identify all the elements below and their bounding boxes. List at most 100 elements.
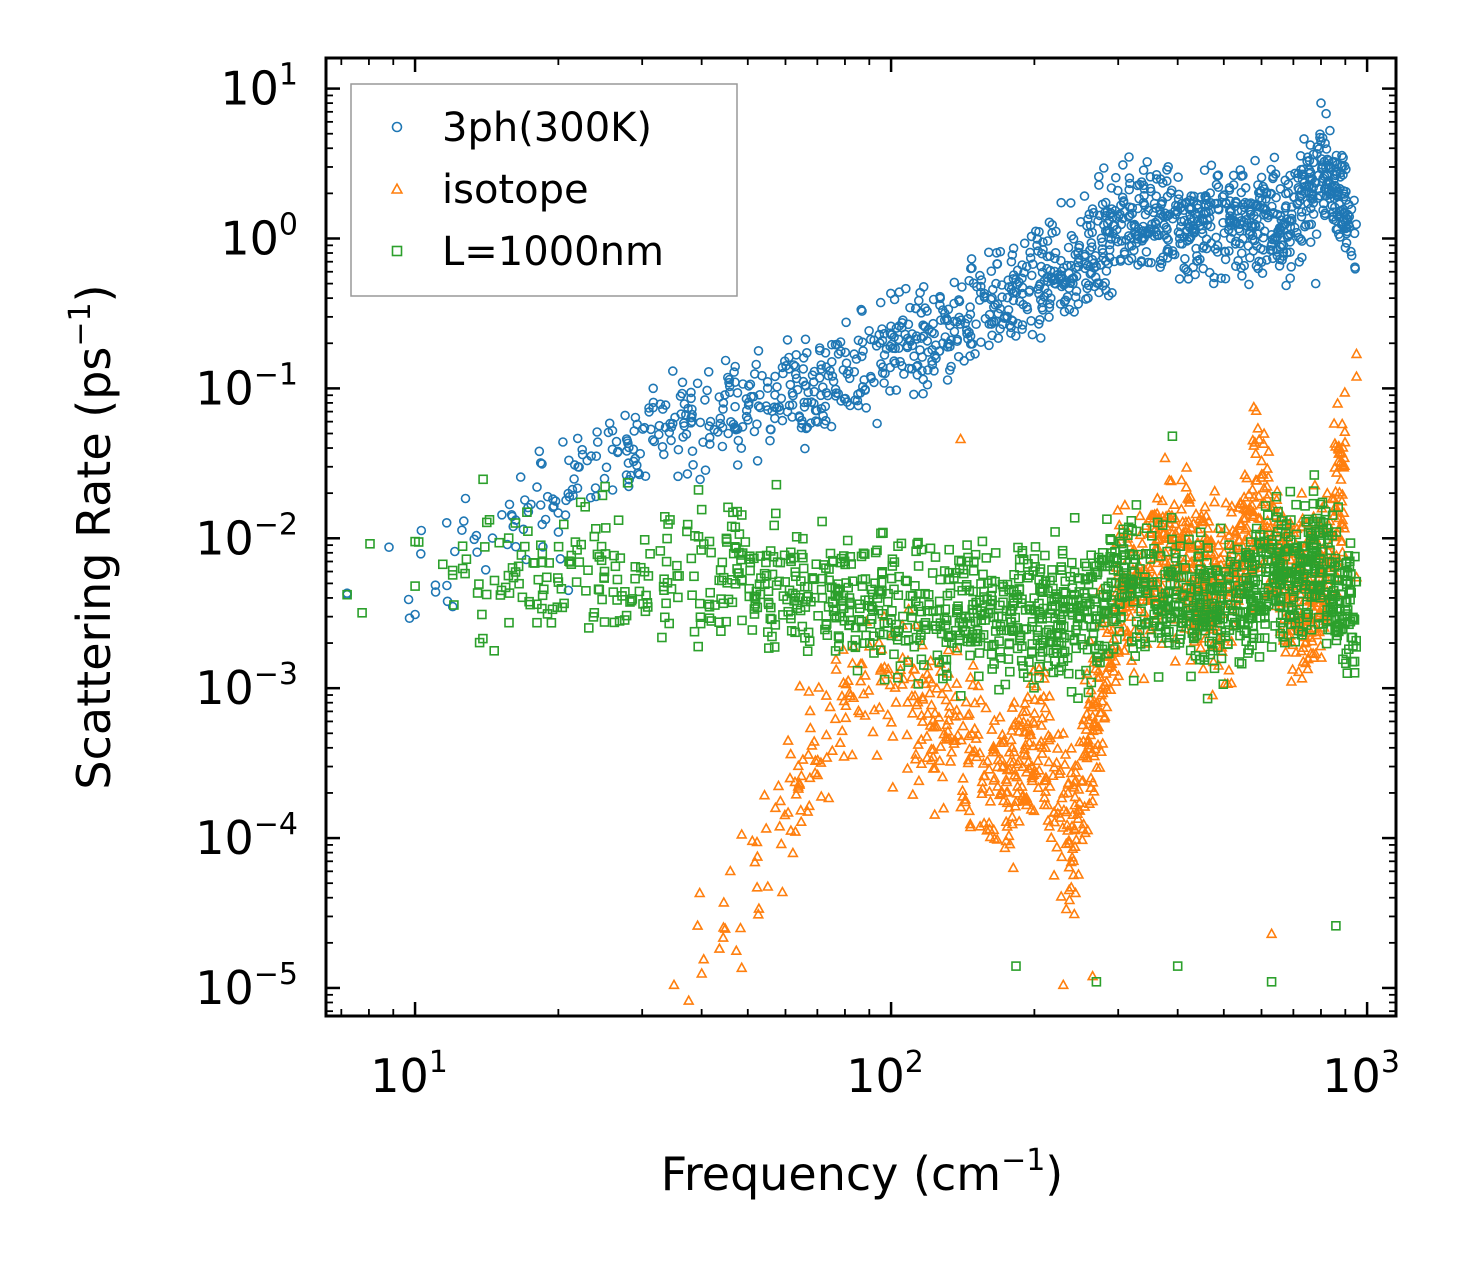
point-circle xyxy=(743,400,754,410)
point-triangle xyxy=(1134,528,1147,540)
point-square xyxy=(553,541,564,552)
point-triangle xyxy=(1261,480,1273,491)
point-circle xyxy=(1266,241,1276,251)
point-circle xyxy=(922,306,932,316)
point-triangle xyxy=(1036,747,1048,758)
point-circle xyxy=(801,347,812,358)
point-triangle xyxy=(794,680,806,691)
point-circle xyxy=(1014,296,1025,307)
point-circle xyxy=(1236,248,1247,258)
point-circle xyxy=(1137,236,1147,246)
point-circle xyxy=(772,382,782,392)
point-triangle xyxy=(875,662,887,673)
point-circle xyxy=(1198,263,1208,274)
point-square xyxy=(1140,572,1150,583)
y-tick-label: 10−1 xyxy=(195,357,298,415)
point-square xyxy=(630,573,640,584)
point-square xyxy=(1057,545,1068,556)
point-circle xyxy=(1254,256,1264,267)
point-triangle xyxy=(822,791,835,803)
point-square xyxy=(659,612,670,623)
point-circle xyxy=(1154,230,1164,241)
point-circle xyxy=(1296,207,1307,217)
point-triangle xyxy=(842,674,854,686)
point-circle xyxy=(612,447,623,458)
point-circle xyxy=(1124,184,1134,195)
point-circle xyxy=(599,473,610,484)
point-circle xyxy=(814,373,825,383)
point-circle xyxy=(1113,185,1123,196)
y-tick-base: 10 xyxy=(220,211,279,265)
point-square xyxy=(1034,661,1044,672)
point-square xyxy=(1349,656,1360,667)
point-triangle xyxy=(1022,795,1034,806)
point-circle xyxy=(748,391,759,402)
point-triangle xyxy=(901,696,914,707)
point-triangle xyxy=(1301,662,1314,674)
point-circle xyxy=(1315,191,1325,201)
point-circle xyxy=(939,308,950,319)
point-triangle xyxy=(986,723,998,734)
point-triangle xyxy=(1182,515,1195,526)
point-circle xyxy=(673,444,684,455)
point-square xyxy=(581,585,591,596)
point-square xyxy=(962,540,972,550)
point-circle xyxy=(1268,171,1279,182)
point-circle xyxy=(677,388,687,399)
point-square xyxy=(461,554,472,565)
point-circle xyxy=(1042,263,1052,274)
point-triangle xyxy=(945,746,958,757)
point-circle xyxy=(657,441,668,452)
point-circle xyxy=(755,402,766,413)
point-square xyxy=(661,598,671,609)
point-circle xyxy=(630,412,641,423)
point-triangle xyxy=(1091,761,1103,772)
point-circle xyxy=(877,335,888,346)
point-triangle xyxy=(875,675,887,686)
point-triangle xyxy=(752,908,765,919)
point-circle xyxy=(796,422,807,433)
point-circle xyxy=(720,355,731,366)
point-triangle xyxy=(996,753,1008,765)
point-square xyxy=(968,565,979,576)
point-triangle xyxy=(1111,504,1124,515)
point-triangle xyxy=(1159,451,1171,463)
point-square xyxy=(1118,528,1129,538)
point-circle xyxy=(572,483,583,494)
point-triangle xyxy=(931,682,943,693)
point-circle xyxy=(1119,249,1130,260)
point-square xyxy=(1050,527,1060,537)
point-triangle xyxy=(1063,861,1075,872)
point-square xyxy=(1203,543,1213,553)
point-circle xyxy=(1183,273,1194,284)
point-square xyxy=(437,559,448,570)
point-square xyxy=(1102,514,1112,525)
point-square xyxy=(477,609,487,620)
point-circle xyxy=(902,340,912,351)
point-triangle xyxy=(1091,671,1104,683)
point-circle xyxy=(1286,261,1296,272)
point-triangle xyxy=(976,787,988,799)
y-tick-exp: 0 xyxy=(279,207,298,242)
point-circle xyxy=(1294,232,1304,243)
point-circle xyxy=(658,449,669,460)
point-square xyxy=(1147,530,1157,541)
point-triangle xyxy=(1289,620,1302,631)
point-triangle xyxy=(1151,492,1164,503)
point-circle xyxy=(1335,172,1346,182)
point-square xyxy=(484,514,495,525)
point-circle xyxy=(957,282,967,292)
point-triangle xyxy=(1042,729,1055,740)
point-square xyxy=(1259,633,1270,643)
point-circle xyxy=(801,380,811,391)
point-triangle xyxy=(846,657,859,668)
point-triangle xyxy=(1093,670,1106,682)
point-triangle xyxy=(840,699,852,711)
point-square xyxy=(1101,592,1112,603)
point-triangle xyxy=(735,828,748,839)
point-circle xyxy=(997,292,1007,302)
point-circle xyxy=(700,465,711,476)
point-circle xyxy=(800,334,811,345)
y-tick-base: 10 xyxy=(195,811,254,865)
point-circle xyxy=(1139,190,1149,201)
